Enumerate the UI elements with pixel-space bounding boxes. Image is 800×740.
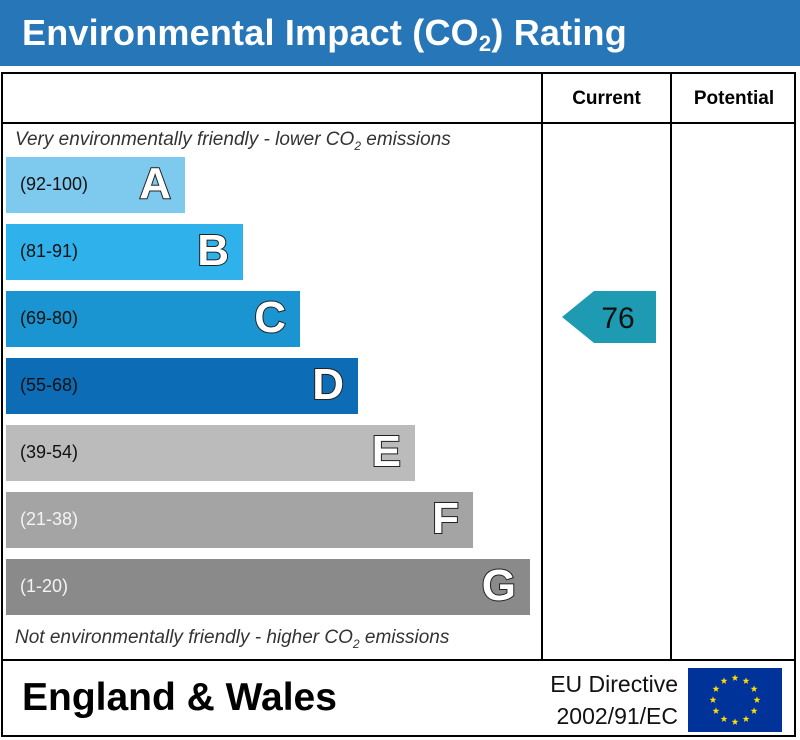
footer-divider [3,659,796,661]
eu-directive-number: 2002/91/EC [556,703,678,729]
band-letter: D [311,359,345,410]
title-bar: Environmental Impact (CO2) Rating [0,0,800,66]
column-divider-current [541,74,543,660]
band-f: (21-38) F [6,492,473,548]
band-range: (81-91) [20,241,79,261]
column-header-current: Current [572,88,641,109]
band-b: (81-91) B [6,224,243,280]
current-rating-value: 76 [601,302,634,335]
band-range: (21-38) [20,509,79,529]
current-rating-marker [562,291,656,343]
eu-star-icon [731,674,739,681]
band-letter: C [253,292,287,343]
band-range: (92-100) [20,174,89,194]
eu-star-icon [742,715,750,722]
band-range: (55-68) [20,375,79,395]
band-range: (39-54) [20,442,79,462]
eu-star-icon [720,715,728,722]
eu-star-icon [709,696,717,703]
current-rating-arrow: 76 [562,291,656,343]
band-letter: F [431,493,460,544]
band-a: (92-100) A [6,157,185,213]
note-top: Very environmentally friendly - lower CO… [15,129,451,153]
page-title: Environmental Impact (CO2) Rating [22,12,627,56]
column-divider-potential [670,74,672,660]
band-g: (1-20) G [6,559,530,615]
band-e: (39-54) E [6,425,415,481]
eu-star-icon [731,718,739,725]
band-range: (1-20) [20,576,69,596]
band-letter: E [371,426,402,477]
band-letter: B [196,225,230,276]
note-bottom: Not environmentally friendly - higher CO… [15,627,450,651]
band-d: (55-68) D [6,358,358,414]
eu-flag-icon [688,668,782,732]
column-header-potential: Potential [693,88,775,109]
eu-star-icon [712,685,720,692]
eu-star-icon [742,677,750,684]
band-c: (69-80) C [6,291,300,347]
eu-directive-label: EU Directive [550,671,678,697]
eu-star-icon [750,685,758,692]
header-divider [3,122,796,124]
band-letter: G [481,560,517,611]
rating-frame [1,72,796,737]
eu-star-icon [750,707,758,714]
band-range: (69-80) [20,308,79,328]
eu-star-icon [753,696,761,703]
region-label: England & Wales [22,676,337,719]
eu-star-icon [720,677,728,684]
eu-star-icon [712,707,720,714]
band-letter: A [138,158,172,209]
